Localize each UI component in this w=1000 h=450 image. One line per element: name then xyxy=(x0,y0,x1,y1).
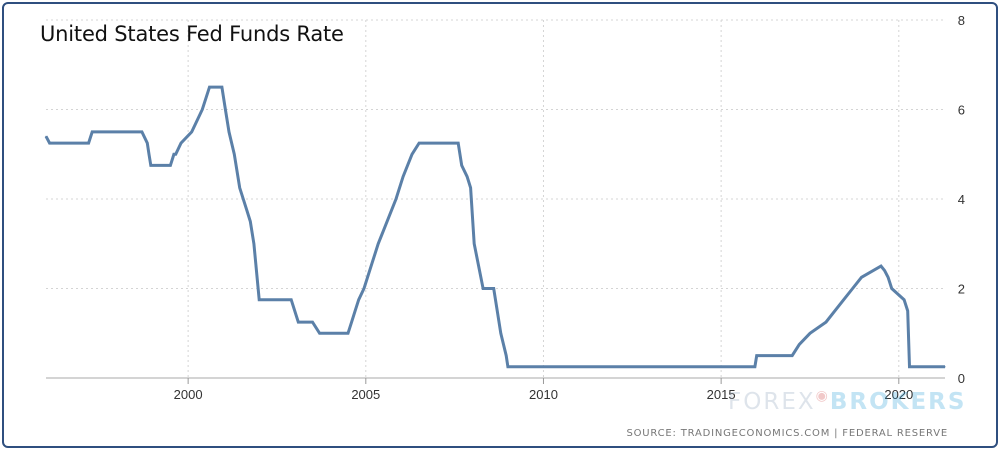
data-point xyxy=(180,142,182,144)
data-point xyxy=(903,299,905,301)
data-point xyxy=(249,220,251,222)
data-point xyxy=(907,310,909,312)
data-point xyxy=(246,209,248,211)
data-point xyxy=(173,153,175,155)
bull-logo-icon: ◉ xyxy=(815,388,830,404)
data-point xyxy=(191,131,193,133)
y-tick-label: 8 xyxy=(958,13,965,28)
data-point xyxy=(457,142,459,144)
data-point xyxy=(148,153,150,155)
y-tick-label: 0 xyxy=(958,371,965,386)
data-point xyxy=(354,310,356,312)
y-tick-label: 4 xyxy=(958,192,965,207)
data-point xyxy=(887,276,889,278)
data-point xyxy=(891,287,893,290)
data-point xyxy=(809,332,811,334)
data-point xyxy=(49,142,51,144)
data-point xyxy=(411,153,413,155)
data-point xyxy=(290,299,292,301)
series-line-fed-funds-rate xyxy=(44,85,945,369)
data-point xyxy=(395,198,397,200)
data-point xyxy=(880,265,882,267)
data-point xyxy=(944,366,946,368)
data-point xyxy=(228,131,230,133)
x-tick-label: 2015 xyxy=(707,387,736,402)
y-axis-ticks: 0 2 4 6 8 xyxy=(958,13,965,386)
data-point xyxy=(297,321,299,323)
data-point xyxy=(253,243,255,245)
data-point xyxy=(363,287,365,290)
data-point xyxy=(208,86,211,88)
watermark-logo: FOREX◉BROKERS xyxy=(728,388,967,415)
data-point xyxy=(169,164,171,166)
x-tick-label: 2010 xyxy=(529,387,558,402)
x-tick-label: 2020 xyxy=(884,387,913,402)
data-point xyxy=(221,86,223,88)
data-point xyxy=(834,310,836,312)
data-point xyxy=(201,108,203,111)
watermark-text-forex: FOREX xyxy=(728,389,816,415)
data-point xyxy=(347,332,349,334)
data-point xyxy=(358,299,360,301)
data-point xyxy=(45,135,47,137)
data-point xyxy=(493,287,495,290)
data-point xyxy=(233,153,235,155)
y-tick-label: 2 xyxy=(958,282,965,297)
data-point xyxy=(505,355,507,357)
data-point xyxy=(466,176,468,178)
data-point xyxy=(500,332,502,334)
data-point xyxy=(224,108,226,111)
data-point xyxy=(311,321,314,323)
data-point xyxy=(482,287,484,290)
data-point xyxy=(461,164,463,166)
data-point xyxy=(470,187,472,189)
data-point xyxy=(791,355,793,357)
data-point xyxy=(884,270,886,272)
data-point xyxy=(141,131,143,133)
data-point xyxy=(825,321,827,323)
data-points xyxy=(45,86,946,368)
data-point xyxy=(473,243,475,245)
data-point xyxy=(319,332,321,334)
data-point xyxy=(88,142,90,144)
x-axis-ticks: 2000 2005 2010 2015 2020 xyxy=(174,378,913,402)
data-point xyxy=(402,176,404,178)
data-point xyxy=(860,276,863,278)
data-point xyxy=(150,164,152,166)
data-point xyxy=(798,343,800,345)
data-point xyxy=(756,355,758,357)
data-point xyxy=(507,366,509,368)
data-point xyxy=(754,366,756,368)
data-point xyxy=(175,153,177,155)
data-point xyxy=(843,299,845,301)
data-point xyxy=(239,187,241,189)
data-point xyxy=(908,366,911,368)
x-tick-label: 2000 xyxy=(174,387,203,402)
watermark-text-brokers: BROKERS xyxy=(829,389,967,415)
data-point xyxy=(377,243,379,245)
data-point xyxy=(370,265,372,267)
data-point xyxy=(852,287,854,290)
data-point xyxy=(146,142,148,144)
data-point xyxy=(386,220,388,222)
source-note: SOURCE: TRADINGECONOMICS.COM | FEDERAL R… xyxy=(626,428,948,439)
x-tick-label: 2005 xyxy=(351,387,380,402)
grid-layer xyxy=(46,19,945,379)
data-point xyxy=(351,321,353,323)
data-point xyxy=(91,131,93,133)
data-point xyxy=(418,142,420,144)
data-point xyxy=(258,299,260,301)
y-tick-label: 6 xyxy=(958,103,965,118)
chart-title: United States Fed Funds Rate xyxy=(40,22,344,46)
